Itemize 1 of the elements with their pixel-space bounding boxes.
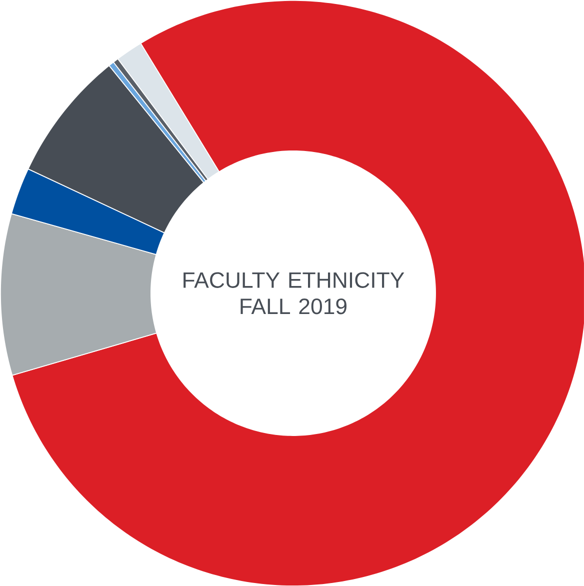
text: FACULTY ETHNICITY FALL 2019 bbox=[184, 272, 404, 314]
